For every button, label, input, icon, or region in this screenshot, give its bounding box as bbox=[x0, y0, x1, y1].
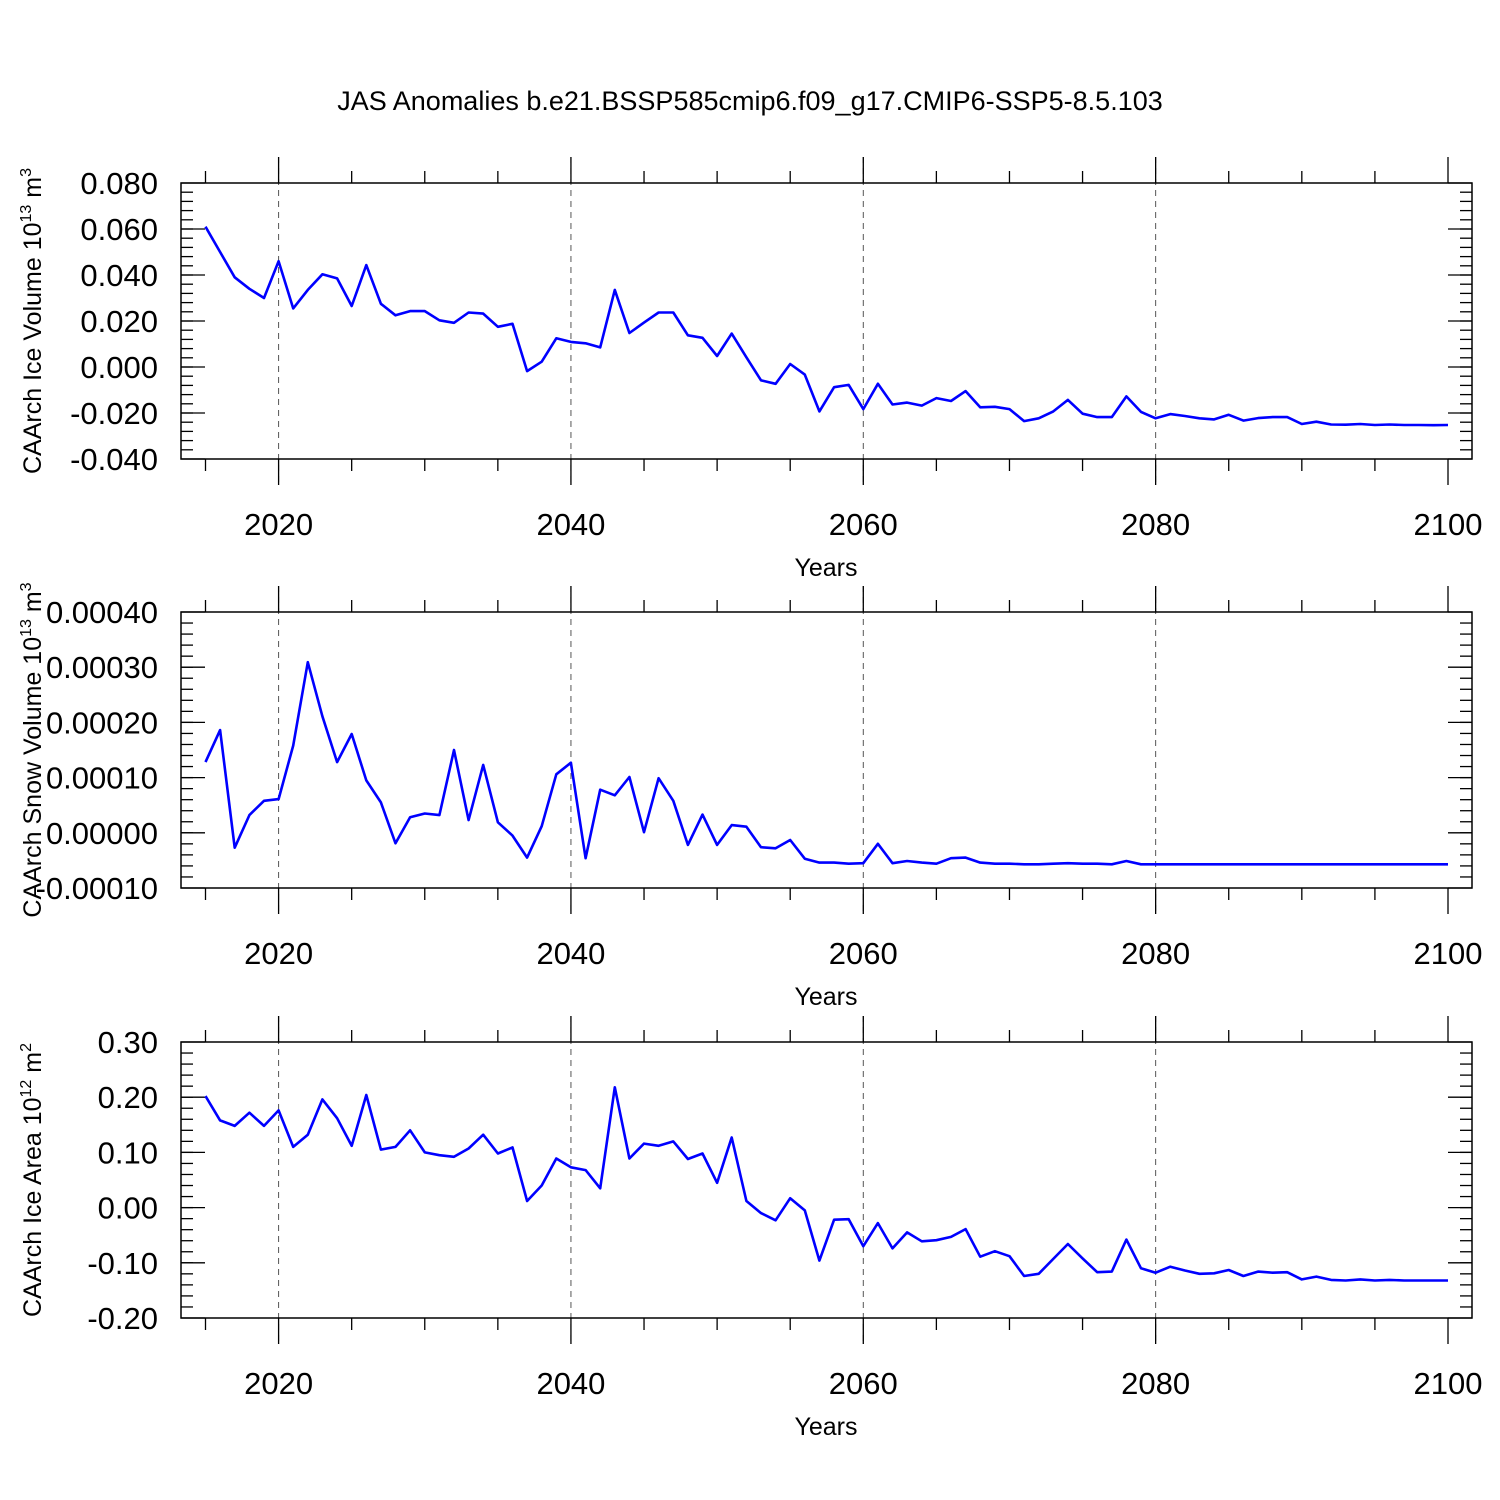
chart-panel-1: -0.040 -0.020 0.000 0.020 0.040 0.060 0.080 202… bbox=[18, 157, 1482, 582]
chart-panel-3: -0.20 -0.10 0.00 0.10 0.20 0.30 2020 2040 2060 20… bbox=[18, 1016, 1482, 1441]
data-series-line bbox=[204, 226, 1449, 427]
y-tick-label: -0.020 bbox=[70, 396, 158, 431]
y-tick-label: -0.20 bbox=[87, 1301, 158, 1336]
plot-frame bbox=[180, 611, 1473, 889]
x-tick-label: 2020 bbox=[244, 936, 313, 971]
x-axis-label: Years bbox=[794, 983, 857, 1011]
y-axis-label: CAArch Snow Volume 1013 m3 bbox=[18, 582, 47, 917]
y-axis-label: CAArch Ice Area 1012 m2 bbox=[18, 1043, 47, 1317]
y-tick-label: 0.20 bbox=[98, 1080, 158, 1115]
y-tick-label: -0.00010 bbox=[36, 871, 158, 906]
y-tick-label: 0.00 bbox=[98, 1191, 158, 1226]
x-tick-label: 2100 bbox=[1414, 936, 1483, 971]
plot-frame bbox=[180, 1041, 1473, 1319]
y-tick-label: 0.00040 bbox=[46, 595, 158, 630]
y-tick-label: 0.30 bbox=[98, 1025, 158, 1060]
y-tick-label: 0.040 bbox=[80, 258, 158, 293]
y-tick-label: 0.10 bbox=[98, 1135, 158, 1170]
y-tick-label: 0.00030 bbox=[46, 650, 158, 685]
data-series-line bbox=[204, 660, 1448, 866]
x-tick-label: 2060 bbox=[829, 507, 898, 542]
x-tick-label: 2060 bbox=[829, 936, 898, 971]
y-tick-label: 0.00020 bbox=[46, 705, 158, 740]
x-axis-label: Years bbox=[794, 554, 857, 582]
x-axis-label: Years bbox=[794, 1413, 857, 1441]
y-tick-label: 0.020 bbox=[80, 304, 158, 339]
y-tick-label: 0.060 bbox=[80, 212, 158, 247]
y-tick-label: -0.040 bbox=[70, 442, 158, 477]
data-series-line bbox=[204, 1086, 1448, 1282]
y-tick-label: 0.00010 bbox=[46, 761, 158, 796]
chart-panel-2: -0.00010 0.00000 0.00010 0.00020 0.00030 0.00… bbox=[18, 582, 1482, 1011]
y-axis-label: CAArch Ice Volume 1013 m3 bbox=[18, 168, 47, 474]
main-title: JAS Anomalies b.e21.BSSP585cmip6.f09_g17… bbox=[337, 86, 1163, 116]
x-tick-label: 2080 bbox=[1121, 507, 1190, 542]
y-tick-label: 0.080 bbox=[80, 166, 158, 201]
x-tick-label: 2100 bbox=[1414, 507, 1483, 542]
x-tick-label: 2040 bbox=[536, 1366, 605, 1401]
x-tick-label: 2020 bbox=[244, 1366, 313, 1401]
x-tick-label: 2040 bbox=[536, 936, 605, 971]
x-tick-label: 2100 bbox=[1414, 1366, 1483, 1401]
y-tick-label: 0.00000 bbox=[46, 816, 158, 851]
x-tick-label: 2060 bbox=[829, 1366, 898, 1401]
x-tick-label: 2020 bbox=[244, 507, 313, 542]
y-tick-label: -0.10 bbox=[87, 1246, 158, 1281]
x-tick-label: 2080 bbox=[1121, 936, 1190, 971]
x-tick-label: 2080 bbox=[1121, 1366, 1190, 1401]
x-tick-label: 2040 bbox=[536, 507, 605, 542]
y-tick-label: 0.000 bbox=[80, 350, 158, 385]
